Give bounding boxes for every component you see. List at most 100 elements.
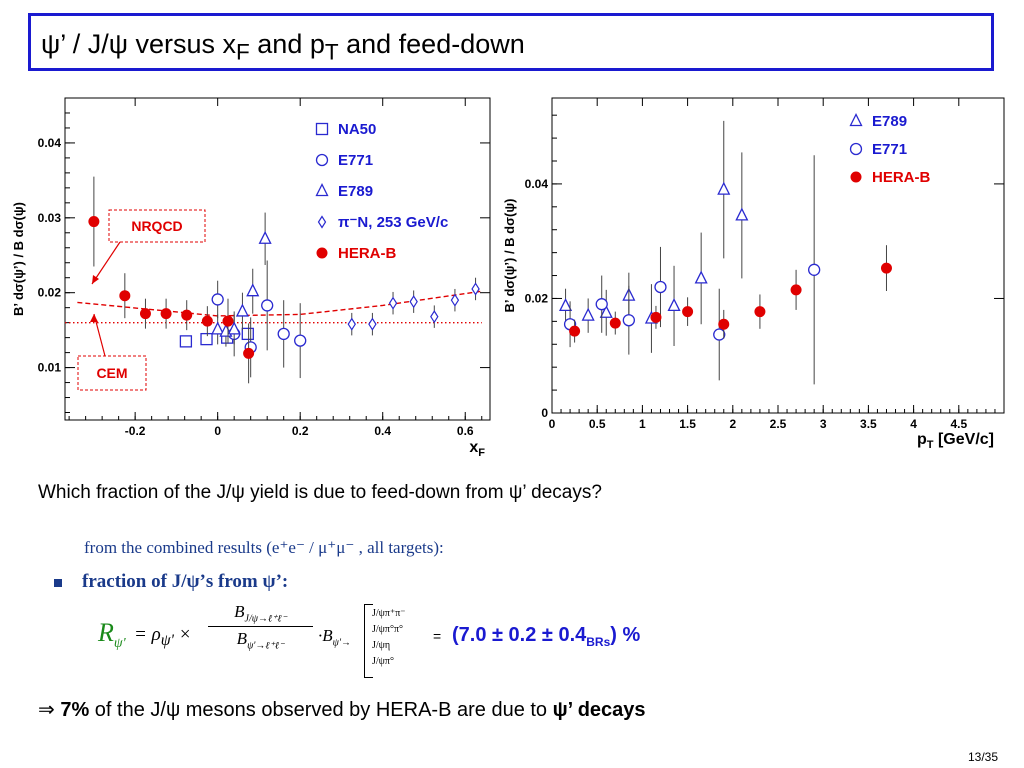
x-tick-label: 1	[639, 417, 646, 431]
x-axis-label: pT [GeV/c]	[917, 431, 994, 451]
legend-label: E771	[338, 152, 373, 169]
data-point	[277, 327, 290, 341]
data-point	[211, 293, 224, 306]
y-tick-label: 0.01	[38, 361, 62, 375]
legend-label: E789	[872, 113, 907, 130]
combined-results-text: from the combined results (e⁺e⁻ / μ⁺μ⁻ ,…	[84, 538, 444, 557]
formula-rho: = ρψ' ×	[134, 624, 192, 649]
data-point	[650, 311, 662, 323]
x-tick-label: -0.2	[125, 424, 146, 438]
legend-label: NA50	[338, 121, 376, 138]
data-point	[718, 318, 730, 330]
legend-marker	[315, 122, 329, 136]
legend-label: E789	[338, 183, 373, 200]
data-point	[227, 321, 241, 335]
data-point	[880, 262, 892, 274]
nrqcd-arrow	[91, 241, 121, 285]
data-point	[88, 216, 100, 228]
feeddown-formula: Rψ' = ρψ' × BJ/ψ→ℓ⁺ℓ⁻ Bψ'→ℓ⁺ℓ⁻ ·Bψ'→ J/ψ…	[96, 598, 716, 682]
plot-frame	[551, 97, 1005, 414]
data-point	[609, 317, 621, 329]
data-point	[222, 315, 234, 327]
x-tick-label: 0.2	[292, 424, 309, 438]
cem-box	[77, 355, 147, 391]
legend-marker	[849, 113, 863, 127]
xf-chart: -0.2 0 0.2 0.4 0.6 0.01 0.02 0.03 0.04 B’ dσ(ψ’) …	[10, 92, 500, 467]
formula-equals: =	[433, 628, 442, 644]
data-point	[559, 297, 573, 312]
decay-mode: J/ψη	[372, 640, 391, 651]
pt-chart: 0 0.5 1 1.5 2 2.5 3 3.5 4 4.5 0 0.02 0.04 B’ dσ(ψ’) /…	[500, 92, 1010, 467]
cem-annotation: CEM	[77, 313, 147, 391]
legend-marker	[316, 247, 328, 259]
y-axis-label: B’ dσ(ψ’) / B dσ(ψ)	[11, 202, 26, 316]
formula-b-psi: ·Bψ'→	[318, 626, 351, 649]
x-tick-label: 0	[214, 424, 221, 438]
decay-mode: J/ψπ°π°	[372, 624, 404, 635]
formula-R: Rψ'	[98, 618, 126, 652]
y-tick-label: 0.02	[38, 286, 62, 300]
cem-label: CEM	[96, 365, 127, 381]
nrqcd-arrowhead	[92, 275, 99, 284]
legend: E789 E771 HERA-B	[849, 113, 930, 186]
data-point	[430, 310, 439, 324]
y-tick-label: 0.04	[525, 177, 549, 191]
hera-b-series	[88, 176, 255, 384]
legend-label: HERA-B	[872, 169, 930, 186]
data-point	[243, 347, 255, 359]
legend-marker	[315, 183, 329, 197]
data-point	[119, 290, 131, 302]
nrqcd-box	[108, 209, 206, 243]
data-point	[241, 327, 254, 341]
data-point	[667, 297, 681, 312]
y-tick-label: 0.03	[38, 211, 62, 225]
x-tick-label: 4.5	[950, 417, 967, 431]
x-tick-label: 0.4	[374, 424, 391, 438]
data-point	[682, 306, 694, 318]
data-point	[471, 282, 480, 296]
x-tick-label: 0	[549, 417, 556, 431]
data-point	[713, 328, 726, 341]
data-point	[246, 283, 260, 297]
data-point	[595, 298, 608, 311]
bullet-text: fraction of J/ψ’s from ψ’:	[82, 571, 289, 592]
formula-decay-modes: J/ψπ⁺π⁻ J/ψπ°π° J/ψη J/ψπ°	[372, 606, 406, 670]
x-tick-label: 3.5	[860, 417, 877, 431]
legend-label: E771	[872, 141, 907, 158]
data-point	[347, 317, 356, 331]
legend-label: HERA-B	[338, 245, 396, 262]
n-253-gev-c-series	[347, 277, 480, 336]
x-tick-label: 0.6	[457, 424, 474, 438]
data-point	[581, 307, 595, 321]
decay-mode: J/ψπ⁺π⁻	[372, 608, 406, 619]
formula-result: (7.0 ± 0.2 ± 0.4BRs) %	[452, 624, 641, 649]
y-tick-label: 0.04	[38, 136, 62, 150]
data-point	[211, 321, 225, 335]
formula-denominator: Bψ'→ℓ⁺ℓ⁻	[236, 629, 285, 652]
data-point	[388, 296, 398, 310]
nrqcd-label: NRQCD	[131, 218, 182, 234]
data-point	[808, 263, 821, 276]
decay-mode: J/ψπ°	[372, 656, 394, 667]
data-point	[409, 295, 418, 309]
x-axis-label: xF	[469, 439, 485, 459]
data-point	[261, 299, 274, 312]
formula-fraction: BJ/ψ→ℓ⁺ℓ⁻ Bψ'→ℓ⁺ℓ⁻	[208, 602, 313, 652]
hera-b-series	[569, 245, 892, 343]
data-point	[258, 230, 272, 244]
conclusion-text: ⇒ 7% of the J/ψ mesons observed by HERA-…	[38, 699, 646, 721]
data-point	[450, 293, 460, 307]
x-tick-label: 3	[820, 417, 827, 431]
question-text: Which fraction of the J/ψ yield is due t…	[38, 482, 602, 503]
x-tick-label: 2	[729, 417, 736, 431]
formula-brace	[364, 604, 373, 678]
x-tick-label: 0.5	[589, 417, 606, 431]
data-point	[654, 280, 667, 294]
title-box: ψ’ / J/ψ versus xF and pT and feed-down	[28, 13, 994, 71]
legend-marker	[850, 171, 862, 183]
cem-arrowhead	[90, 314, 98, 322]
nrqcd-annotation: NRQCD	[91, 209, 206, 285]
y-tick-label: 0	[541, 406, 548, 420]
data-point	[754, 306, 766, 318]
slide-title: ψ’ / J/ψ versus xF and pT and feed-down	[41, 29, 525, 65]
